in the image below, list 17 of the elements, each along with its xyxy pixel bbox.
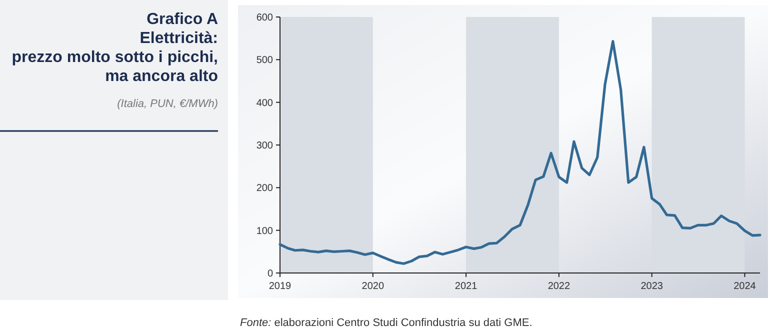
- y-tick-label: 400: [256, 98, 274, 109]
- x-tick-label: 2023: [640, 281, 664, 292]
- x-tick-label: 2020: [362, 281, 384, 292]
- y-tick-label: 600: [256, 12, 274, 24]
- x-tick-label: 2022: [548, 281, 570, 292]
- text: Grafico A Elettricità: prezzo molto sotto i picchi, ma ancora alto: [12, 11, 218, 85]
- x-tick-label: 2024: [734, 281, 756, 292]
- x-tick-label: 2019: [268, 281, 292, 292]
- text: (Italia, PUN, €/MWh): [117, 98, 218, 110]
- y-tick-label: 300: [256, 140, 274, 152]
- source-note: Fonte: elaborazioni Centro Studi Confindustria su dati GME.: [240, 317, 532, 329]
- y-tick-label: 500: [256, 55, 274, 66]
- y-tick-label: 100: [256, 226, 274, 237]
- y-tick-label: 200: [256, 183, 274, 194]
- y-tick-label: 0: [267, 268, 274, 280]
- x-tick-label: 2021: [454, 281, 478, 292]
- line-series: [278, 40, 762, 265]
